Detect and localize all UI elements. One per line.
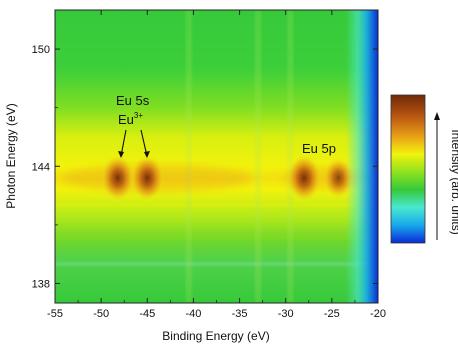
y-tick-label: 150 [32,44,50,56]
x-tick-label: -50 [93,308,109,320]
x-tick-label: -20 [370,308,386,320]
heatmap-streak [255,10,262,303]
x-axis-ticks: -55 -50 -45 -40 -35 -30 -25 -20 [47,10,386,320]
annotation-eu3: Eu3+ [118,111,143,127]
heatmap-peak [286,153,322,203]
colorbar-arrow [434,112,440,240]
heatmap [55,10,378,303]
annotation-eu-5p: Eu 5p [302,141,336,156]
heatmap-peak [100,154,135,202]
heatmap-right-edge [345,10,378,303]
x-tick-label: -25 [324,308,340,320]
colorbar-label: Intensity (arb. units) [449,129,458,234]
heatmap-bands [55,10,378,303]
x-tick-label: -35 [232,308,248,320]
heatmap-band [55,237,378,241]
y-tick-label: 138 [32,278,50,290]
heatmap-band [55,203,378,207]
heatmap-streak [287,10,294,303]
x-axis-label: Binding Energy (eV) [162,329,269,343]
x-tick-label: -40 [185,308,201,320]
annotation-arrow-eu5s [140,129,150,158]
heatmap-streak [185,10,192,303]
colorbar [390,94,426,244]
annotation-arrow-eu3 [118,129,127,158]
annotation-eu-5s: Eu 5s [116,93,150,108]
heatmap-edge-region [345,10,378,303]
heatmap-background [55,10,378,303]
heatmap-peak [130,154,165,202]
annotation-eu3-base: Eu [118,112,134,127]
y-tick-label: 144 [32,161,50,173]
y-axis-label: Photon Energy (eV) [4,103,18,208]
x-tick-label: -45 [139,308,155,320]
y-axis-ticks: 138 144 150 [32,44,378,290]
annotation-eu3-sup: 3+ [134,111,143,120]
x-tick-label: -55 [47,308,63,320]
x-tick-label: -30 [278,308,294,320]
heatmap-band [55,261,378,266]
